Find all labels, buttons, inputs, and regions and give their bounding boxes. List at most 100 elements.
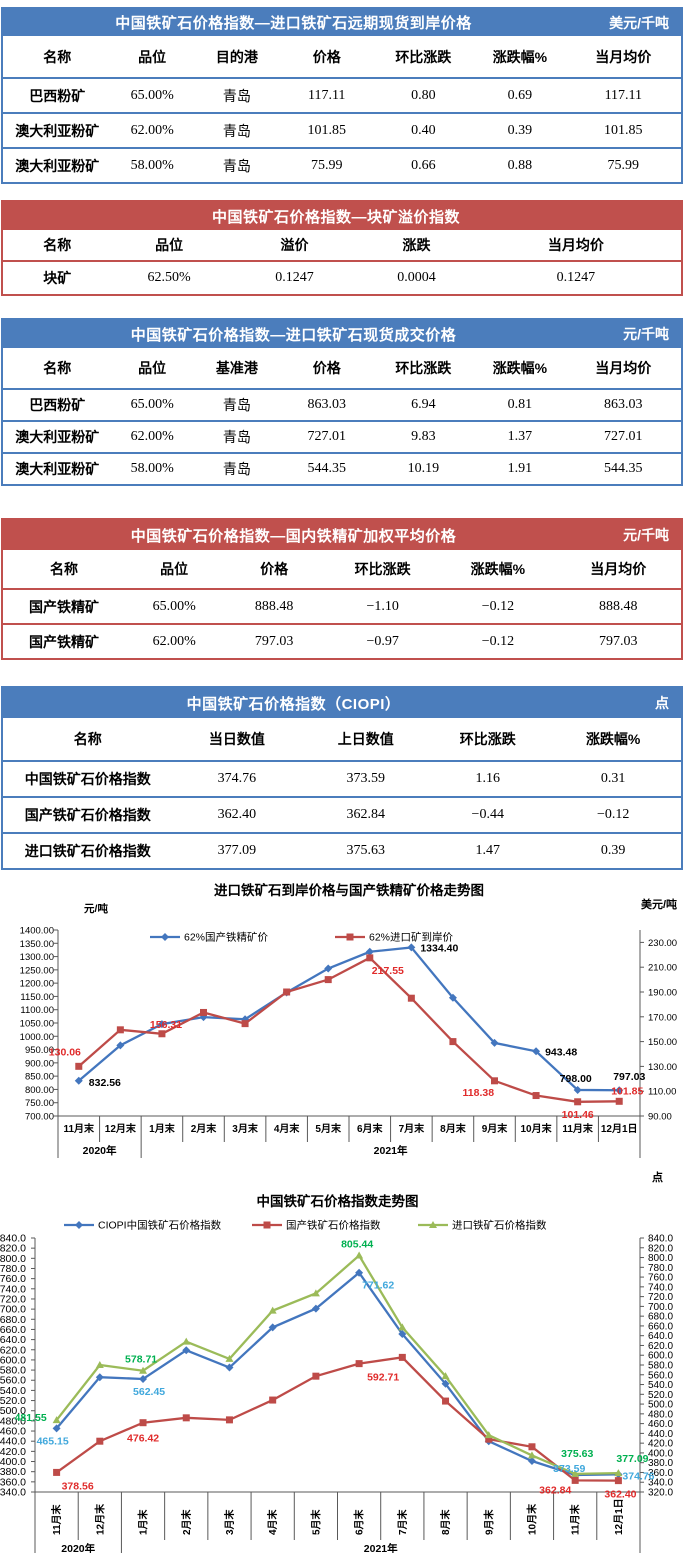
right-axis-unit-label: 点 bbox=[652, 1170, 663, 1184]
header-cell: 名称 bbox=[50, 561, 79, 577]
table-cell: 863.03 bbox=[307, 397, 346, 412]
table-cell: 0.69 bbox=[507, 87, 533, 103]
left-axis-tick-label: 700.0 bbox=[0, 1304, 26, 1316]
right-axis-unit-label: 美元/吨 bbox=[641, 897, 677, 911]
right-axis-tick-label: 210.00 bbox=[648, 963, 677, 974]
square-marker bbox=[241, 1020, 249, 1028]
left-axis-tick-label: 780.0 bbox=[0, 1263, 26, 1275]
header-cell: 价格 bbox=[312, 360, 341, 376]
table-title-bar: 中国铁矿石价格指数—进口铁矿石现货成交价格 元/千吨 bbox=[3, 320, 681, 348]
right-axis-tick-label: 190.00 bbox=[648, 988, 677, 999]
left-axis-tick-label: 460.0 bbox=[0, 1426, 26, 1438]
table-cell: 0.39 bbox=[600, 843, 626, 858]
right-axis-tick-label: 580.0 bbox=[648, 1361, 673, 1372]
data-label: 592.71 bbox=[367, 1372, 399, 1384]
series-line bbox=[78, 946, 620, 1092]
category-label: 8月末 bbox=[439, 1508, 452, 1535]
category-label: 1月末 bbox=[137, 1508, 150, 1535]
table-cell: 65.00% bbox=[152, 598, 196, 614]
table-title-bar: 中国铁矿石价格指数—国内铁精矿加权平均价格 元/千吨 bbox=[3, 520, 681, 550]
square-marker bbox=[263, 1221, 271, 1229]
square-marker bbox=[53, 1468, 61, 1476]
table-cell: 1.47 bbox=[475, 843, 501, 858]
right-axis-tick-label: 500.0 bbox=[648, 1400, 673, 1411]
square-marker bbox=[407, 994, 415, 1002]
table-cell: −0.12 bbox=[481, 633, 515, 649]
table-cell: −0.12 bbox=[481, 598, 515, 614]
series-CIOPI中国铁矿石价格指数 bbox=[52, 1268, 623, 1479]
diamond-marker bbox=[139, 1374, 148, 1383]
left-axis-tick-label: 1300.00 bbox=[20, 952, 54, 963]
table-title: 中国铁矿石价格指数—国内铁精矿加权平均价格 bbox=[130, 527, 457, 545]
series-line bbox=[55, 1356, 619, 1482]
diamond-marker bbox=[398, 1330, 407, 1339]
diamond-marker bbox=[527, 1457, 536, 1466]
table-cell: 0.1247 bbox=[275, 270, 314, 285]
table-cell: 375.63 bbox=[346, 843, 385, 858]
diamond-marker bbox=[52, 1424, 61, 1433]
right-axis-tick-label: 170.00 bbox=[648, 1012, 677, 1023]
data-label: 832.56 bbox=[89, 1077, 121, 1089]
header-cell: 品位 bbox=[160, 561, 189, 577]
header-cell: 涨跌幅% bbox=[470, 561, 526, 577]
table-row: 国产铁矿石价格指数 362.40 362.84 −0.44 −0.12 bbox=[3, 796, 681, 832]
left-axis-unit-label: 元/吨 bbox=[84, 902, 108, 915]
table-cell: 362.40 bbox=[217, 807, 257, 822]
price-table-lump-premium: 中国铁矿石价格指数—块矿溢价指数 名称 品位 溢价 涨跌 当月均价 块矿 62.50% 0.12… bbox=[1, 200, 683, 296]
data-label: 943.48 bbox=[545, 1046, 577, 1058]
category-label: 1月末 bbox=[149, 1122, 176, 1135]
data-label: 130.06 bbox=[49, 1046, 81, 1058]
series-line bbox=[55, 1253, 619, 1476]
right-axis-tick-label: 820.0 bbox=[648, 1243, 673, 1254]
table-title-bar: 中国铁矿石价格指数（CIOPI） 点 bbox=[3, 688, 681, 718]
diamond-marker bbox=[74, 1076, 83, 1085]
left-axis-tick-label: 1100.00 bbox=[20, 1005, 54, 1016]
table-cell: 75.99 bbox=[607, 157, 640, 173]
left-axis-tick-label: 360.0 bbox=[0, 1476, 26, 1488]
data-label: 217.55 bbox=[372, 965, 404, 977]
triangle-marker bbox=[571, 1469, 580, 1477]
diamond-marker bbox=[268, 1323, 277, 1332]
table-cell: 10.19 bbox=[407, 461, 440, 476]
table-cell: 澳大利亚粉矿 bbox=[15, 429, 100, 445]
right-axis-tick-label: 520.0 bbox=[648, 1390, 673, 1401]
data-label: 118.38 bbox=[463, 1087, 495, 1099]
table-cell: 青岛 bbox=[222, 431, 251, 446]
price-table-ciopi-index: 中国铁矿石价格指数（CIOPI） 点名称 当日数值 上日数值 环比涨跌 涨跌幅% 中国铁矿石… bbox=[1, 686, 683, 870]
table-cell: 0.81 bbox=[507, 397, 533, 412]
right-axis-tick-label: 360.0 bbox=[648, 1468, 673, 1479]
year-group-label: 2021年 bbox=[374, 1144, 408, 1157]
table-cell: 65.00% bbox=[130, 87, 174, 103]
data-label: 377.09 bbox=[616, 1453, 648, 1465]
square-marker bbox=[96, 1437, 104, 1445]
table-title: 中国铁矿石价格指数（CIOPI） bbox=[186, 695, 401, 713]
table-cell: 1.37 bbox=[507, 429, 533, 444]
left-axis-tick-label: 840.0 bbox=[0, 1233, 26, 1245]
table-title-bar: 中国铁矿石价格指数—进口铁矿石远期现货到岸价格 美元/千吨 bbox=[3, 9, 681, 36]
category-axis: 11月末 12月末 1月末 2月末 3月末 4月末 5月末 6月末 7月末 8月末 9月末 10月末 1… bbox=[34, 1492, 641, 1553]
left-axis-tick-label: 1050.00 bbox=[20, 1019, 54, 1030]
right-axis-tick-label: 340.0 bbox=[648, 1478, 673, 1489]
table-cell: 0.1247 bbox=[556, 270, 596, 285]
right-axis-tick-label: 460.0 bbox=[648, 1419, 673, 1430]
category-label: 4月末 bbox=[266, 1508, 279, 1535]
square-marker bbox=[346, 933, 354, 941]
legend-label: 进口铁矿石价格指数 bbox=[452, 1219, 547, 1232]
left-axis-tick-label: 380.0 bbox=[0, 1466, 26, 1478]
table-cell: 101.85 bbox=[604, 122, 643, 138]
header-cell: 品位 bbox=[138, 360, 167, 376]
table-cell: 117.11 bbox=[307, 87, 346, 103]
left-axis-tick-label: 800.0 bbox=[0, 1253, 26, 1265]
triangle-marker bbox=[225, 1354, 234, 1362]
square-marker bbox=[442, 1397, 450, 1405]
category-label: 2月末 bbox=[191, 1122, 218, 1135]
table-unit: 元/千吨 bbox=[623, 527, 669, 543]
left-axis-tick-label: 440.0 bbox=[0, 1436, 26, 1448]
table-row: 巴西粉矿 65.00% 青岛 117.11 0.80 0.69 117.11 bbox=[3, 77, 681, 112]
data-label: 362.84 bbox=[539, 1484, 571, 1496]
table-cell: 58.00% bbox=[130, 461, 174, 476]
diamond-marker bbox=[365, 947, 374, 956]
table-cell: 国产铁矿石价格指数 bbox=[24, 807, 151, 823]
